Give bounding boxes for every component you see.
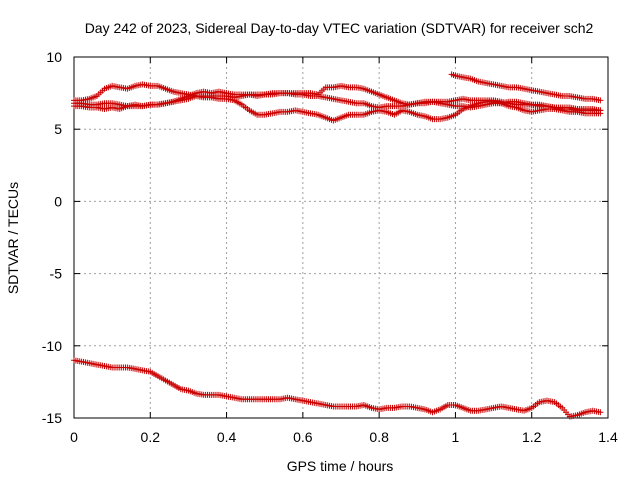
chart-title: Day 242 of 2023, Sidereal Day-to-day VTE… — [85, 20, 594, 36]
y-tick-label: -15 — [42, 410, 62, 426]
y-tick-label: 5 — [54, 121, 62, 137]
x-tick-label: 1 — [452, 429, 460, 445]
y-tick-label: -5 — [50, 266, 63, 282]
y-tick-label: 0 — [54, 193, 62, 209]
y-tick-label: -10 — [42, 338, 62, 354]
y-axis-label: SDTVAR / TECUs — [5, 182, 21, 294]
y-tick-label: 10 — [46, 49, 62, 65]
data-point — [597, 97, 604, 104]
x-tick-label: 0.6 — [293, 429, 313, 445]
axis-ticks: 0 0.2 0.4 0.6 0.8 1 1.2 1.4 -15 -10 -5 0 5 10 — [42, 49, 618, 445]
grid-lines — [74, 57, 608, 418]
data-point — [597, 107, 604, 114]
data-point — [597, 409, 604, 416]
x-tick-label: 0 — [70, 429, 78, 445]
series-sat-c — [71, 90, 604, 114]
x-tick-label: 1.4 — [598, 429, 618, 445]
x-axis-label: GPS time / hours — [287, 458, 394, 474]
x-tick-label: 0.4 — [217, 429, 237, 445]
series-sat-d — [448, 71, 604, 104]
x-tick-label: 0.2 — [141, 429, 161, 445]
x-tick-label: 1.2 — [522, 429, 542, 445]
x-tick-label: 0.8 — [369, 429, 389, 445]
series-sat-e — [71, 357, 604, 420]
plot-frame — [73, 56, 609, 419]
data-points — [71, 71, 604, 420]
